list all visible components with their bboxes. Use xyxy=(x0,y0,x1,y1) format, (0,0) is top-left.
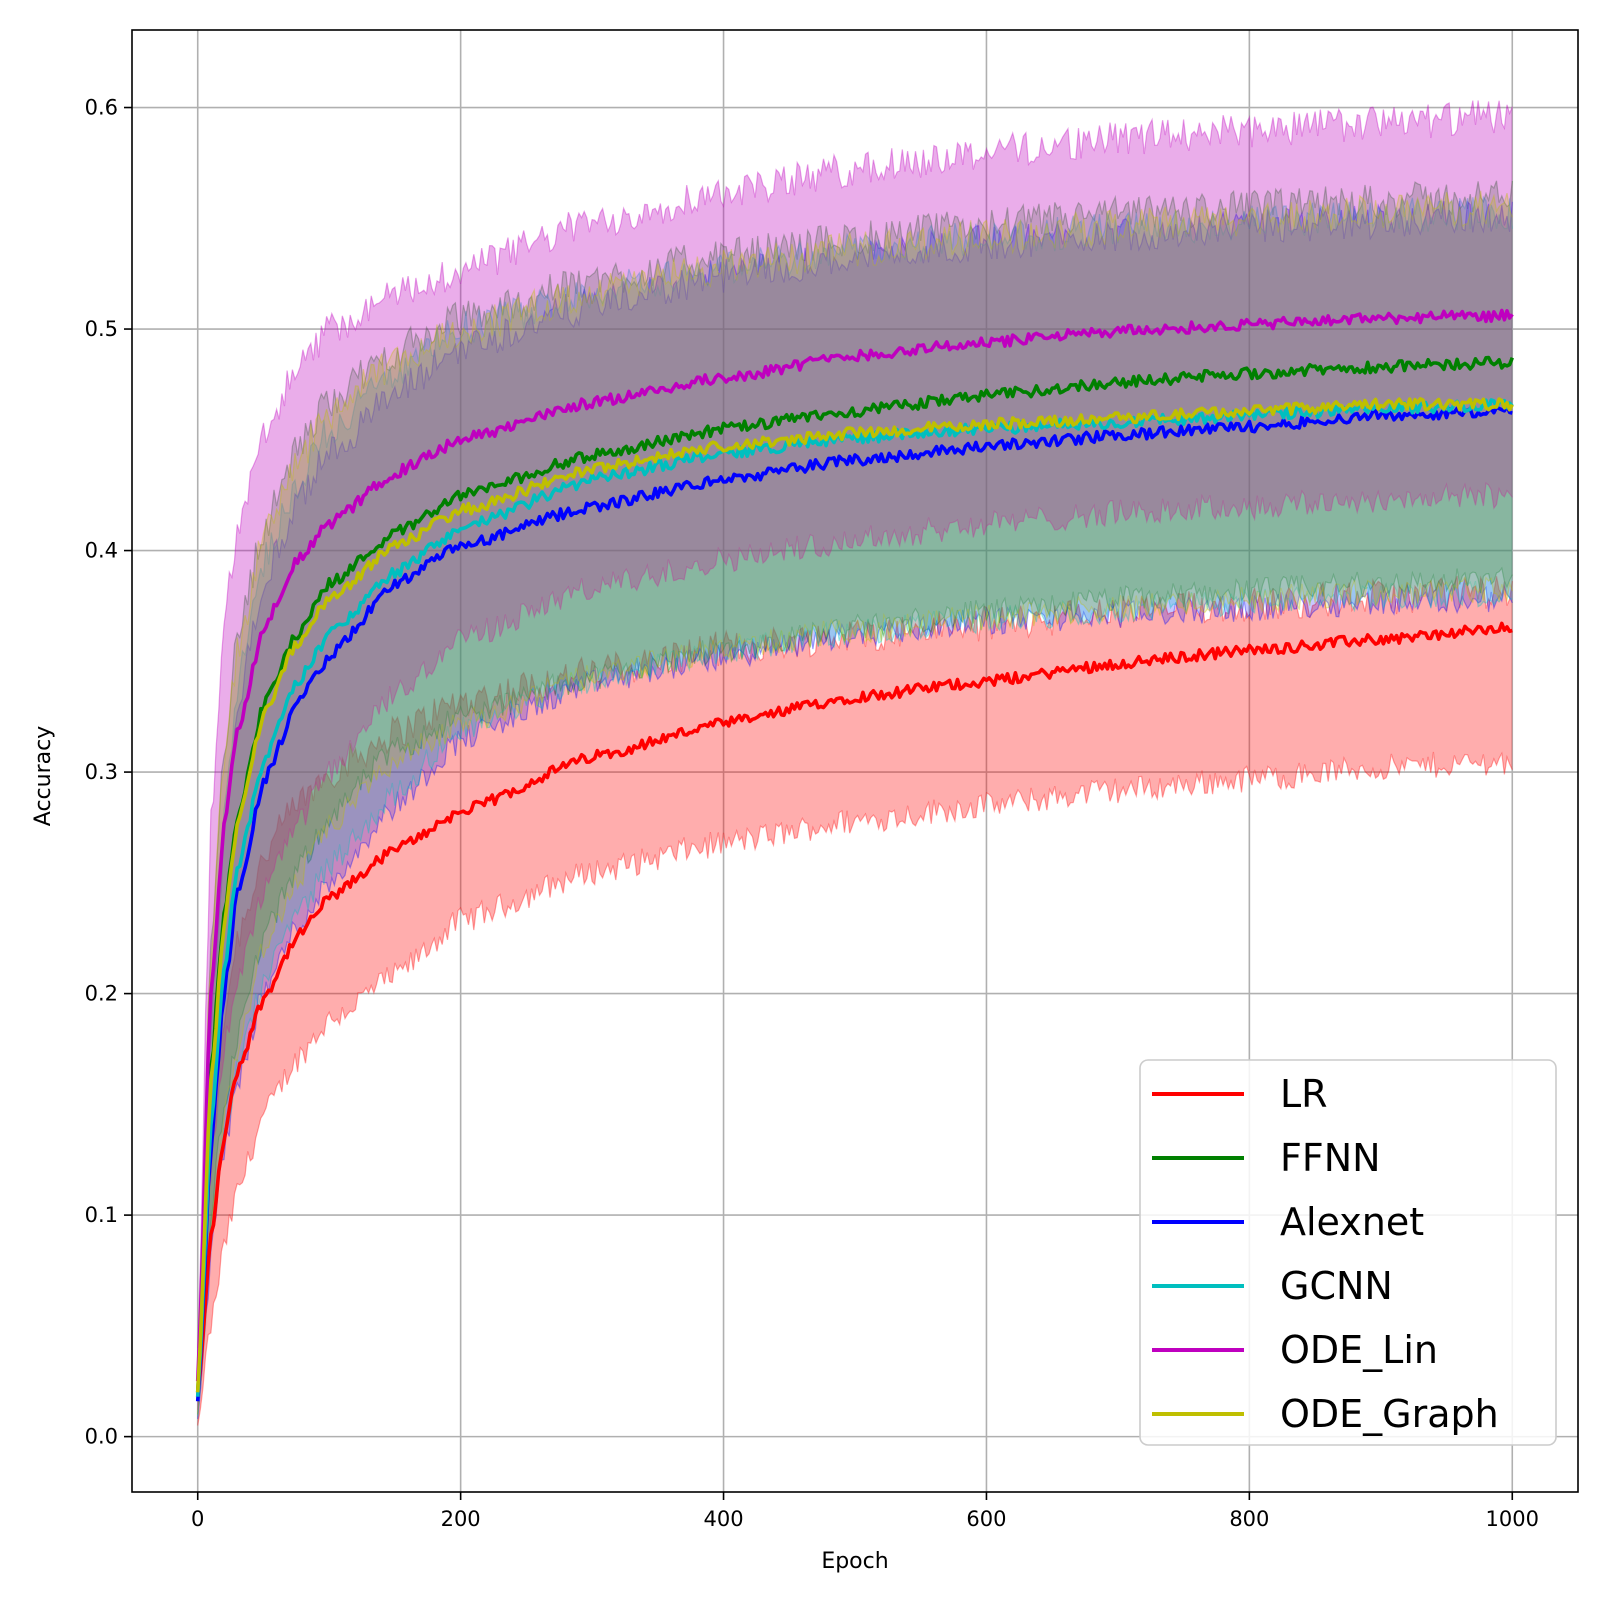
y-tick-label: 0.5 xyxy=(85,317,118,341)
x-tick-label: 600 xyxy=(966,1507,1006,1531)
legend: LR FFNN Alexnet GCNN ODE_Lin ODE_Graph xyxy=(1139,1059,1557,1446)
band-upper-ode-lin xyxy=(197,100,1513,1349)
band-upper-gcnn xyxy=(197,195,1513,1375)
legend-label-lr: LR xyxy=(1280,1072,1328,1116)
band-lower-gcnn xyxy=(197,580,1513,1417)
y-tick-label: 0.6 xyxy=(85,96,118,120)
legend-label-ffnn: FFNN xyxy=(1280,1136,1381,1180)
y-tick-label: 0.3 xyxy=(85,760,118,784)
x-axis-ticks: 0 200 400 600 800 1000 xyxy=(191,1492,1539,1531)
y-axis-label: Accuracy xyxy=(31,726,56,826)
x-tick-label: 0 xyxy=(191,1507,204,1531)
x-tick-label: 200 xyxy=(441,1507,481,1531)
grid xyxy=(132,30,1578,1492)
band-ffnn xyxy=(197,180,1513,1415)
legend-box xyxy=(1139,1059,1557,1446)
y-tick-label: 0.2 xyxy=(85,982,118,1006)
x-tick-label: 800 xyxy=(1229,1507,1269,1531)
legend-label-ode-lin: ODE_Lin xyxy=(1280,1328,1438,1372)
legend-label-alexnet: Alexnet xyxy=(1280,1200,1424,1244)
y-axis-ticks: 0.0 0.1 0.2 0.3 0.4 0.5 0.6 xyxy=(85,96,132,1449)
y-tick-label: 0.1 xyxy=(85,1203,118,1227)
line-ffnn xyxy=(195,355,1514,1393)
band-upper-alexnet xyxy=(197,200,1513,1382)
band-lower-alexnet xyxy=(197,585,1513,1419)
line-ode-lin xyxy=(195,308,1514,1382)
series-lines xyxy=(195,308,1514,1402)
y-tick-label: 0.4 xyxy=(85,539,118,563)
band-lower-ffnn xyxy=(197,566,1513,1415)
plot-frame xyxy=(131,29,1579,1493)
line-alexnet xyxy=(195,404,1513,1402)
band-lower-ode-lin xyxy=(197,481,1513,1411)
legend-label-gcnn: GCNN xyxy=(1280,1264,1393,1308)
legend-label-ode-graph: ODE_Graph xyxy=(1280,1392,1499,1436)
line-ode-graph xyxy=(195,397,1514,1393)
band-ode-lin xyxy=(197,100,1513,1410)
band-upper-ffnn xyxy=(197,180,1513,1371)
x-axis-label: Epoch xyxy=(821,1549,888,1574)
y-tick-label: 0.0 xyxy=(85,1425,118,1449)
band-gcnn xyxy=(197,197,1513,1417)
band-upper-ode-graph xyxy=(197,190,1513,1371)
x-tick-label: 400 xyxy=(703,1507,743,1531)
band-upper-lr xyxy=(197,575,1513,1371)
band-lower-ode-graph xyxy=(197,576,1513,1415)
band-lower-lr xyxy=(197,751,1513,1426)
x-tick-label: 1000 xyxy=(1486,1507,1539,1531)
line-lr xyxy=(195,621,1513,1397)
